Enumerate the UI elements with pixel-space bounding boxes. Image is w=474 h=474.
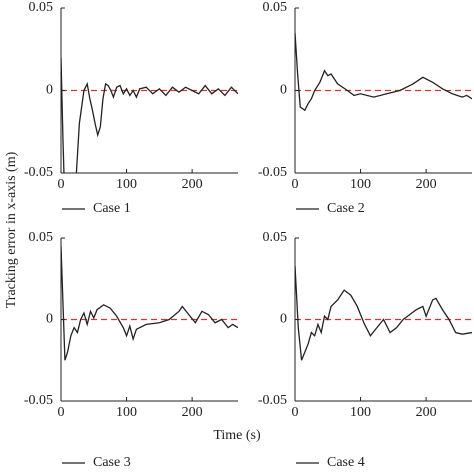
legend-label: Case 1 xyxy=(93,201,131,216)
data-line xyxy=(295,265,472,361)
x-tick-label: 100 xyxy=(350,177,371,192)
x-tick-label: 200 xyxy=(416,177,437,192)
x-tick-label: 200 xyxy=(182,405,203,420)
data-line xyxy=(61,57,238,173)
data-line xyxy=(295,32,472,112)
x-tick-label: 200 xyxy=(182,177,203,192)
x-tick-label: 100 xyxy=(350,405,371,420)
y-tick-label: 0.05 xyxy=(263,0,288,15)
x-tick-label: 0 xyxy=(58,177,65,192)
y-tick-label: 0 xyxy=(46,312,53,327)
panel xyxy=(61,57,238,173)
x-tick-label: 0 xyxy=(292,405,299,420)
legend-label: Case 3 xyxy=(93,455,131,470)
y-tick-label: 0 xyxy=(280,312,287,327)
y-tick-label: 0.05 xyxy=(29,0,54,15)
y-tick-label: 0.05 xyxy=(29,230,54,245)
y-axis-label: Tracking error in x-axis (m) xyxy=(4,151,19,308)
y-tick-label: -0.05 xyxy=(24,165,53,180)
panel xyxy=(295,265,472,361)
y-tick-label: -0.05 xyxy=(24,393,53,408)
y-tick-label: 0 xyxy=(46,83,53,98)
panel xyxy=(295,32,472,112)
x-tick-label: 200 xyxy=(416,405,437,420)
x-tick-label: 0 xyxy=(292,177,299,192)
legend-label: Case 2 xyxy=(327,201,365,216)
panel xyxy=(61,246,238,361)
y-tick-label: 0.05 xyxy=(263,230,288,245)
legend-label: Case 4 xyxy=(327,455,365,470)
x-tick-label: 100 xyxy=(116,405,137,420)
x-tick-label: 100 xyxy=(116,177,137,192)
y-tick-label: -0.05 xyxy=(258,165,287,180)
y-tick-label: 0 xyxy=(280,83,287,98)
y-tick-label: -0.05 xyxy=(258,393,287,408)
data-line xyxy=(61,246,238,361)
x-tick-label: 0 xyxy=(58,405,65,420)
x-axis-label: Time (s) xyxy=(213,428,261,443)
